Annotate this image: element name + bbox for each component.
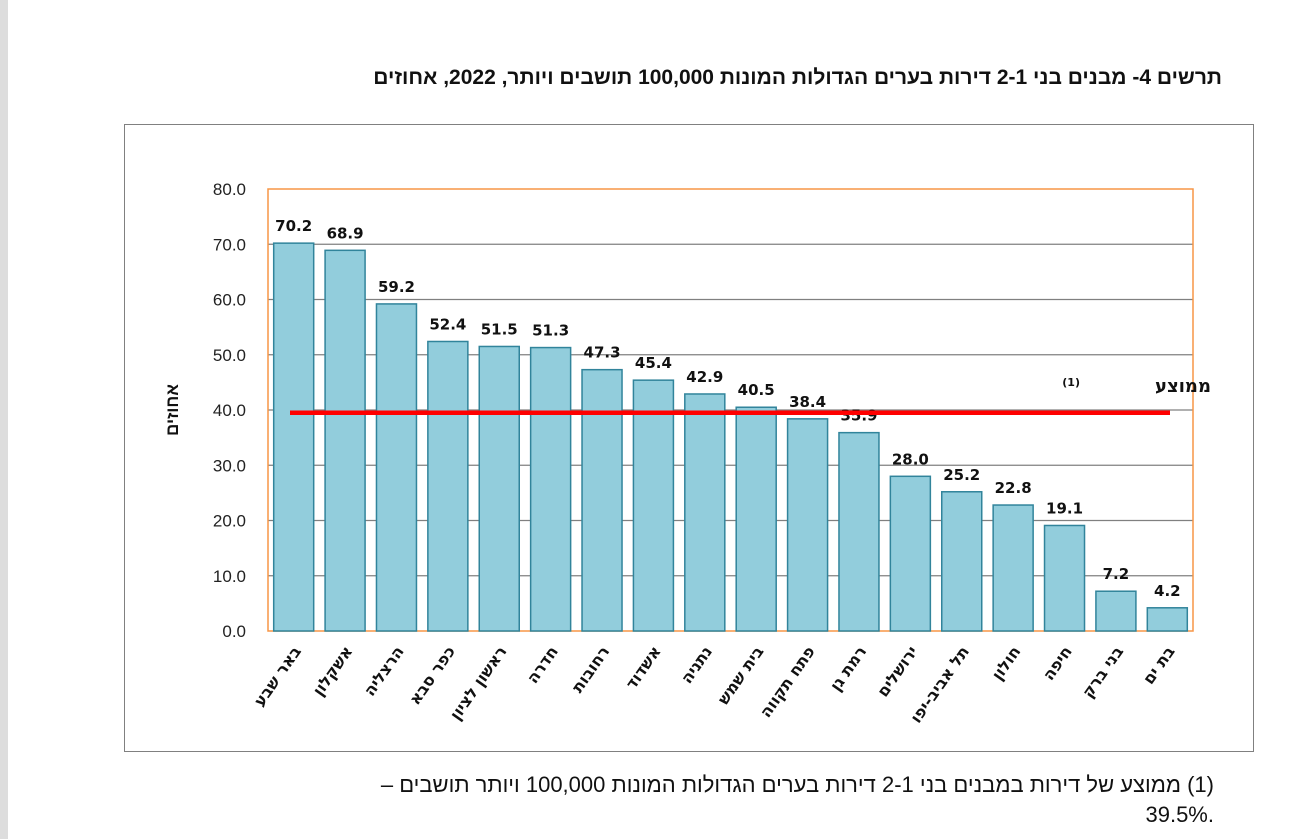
y-tick-label: 50.0 [213, 346, 246, 365]
x-tick-label: נתניה [677, 642, 716, 687]
data-label: 59.2 [378, 278, 415, 296]
y-tick-label: 60.0 [213, 291, 246, 310]
x-tick-label: חולון [988, 642, 1025, 683]
footnote-line-2: .39.5% [1145, 802, 1214, 827]
x-tick-label: בית שמש [714, 642, 768, 708]
data-label: 19.1 [1046, 499, 1083, 517]
x-tick-label: ירושלים [873, 642, 922, 700]
x-tick-label: רחובות [568, 642, 614, 696]
bar [735, 406, 777, 632]
data-label: 52.4 [429, 315, 466, 333]
bar [1146, 607, 1189, 632]
y-tick-label: 10.0 [213, 567, 246, 586]
bar [786, 418, 829, 632]
x-tick-label: חיפה [1039, 642, 1076, 683]
bar [529, 346, 572, 632]
x-tick-label: בני ברק [1078, 642, 1127, 701]
y-tick-label: 70.0 [213, 235, 246, 254]
y-tick-label: 0.0 [222, 622, 246, 641]
average-label: ממוצע [1155, 376, 1211, 397]
bar [375, 303, 418, 632]
bar [1095, 590, 1137, 632]
bar [478, 345, 520, 632]
y-tick-label: 20.0 [213, 512, 246, 531]
data-label: 47.3 [584, 344, 621, 362]
chart-title: תרשים 4- מבנים בני 2-1 דירות בערים הגדול… [373, 66, 1222, 89]
x-tick-label: כפר סבא [405, 642, 459, 708]
x-tick-label: אשדוד [622, 642, 665, 692]
y-tick-label: 40.0 [213, 401, 246, 420]
data-label: 4.2 [1154, 582, 1181, 600]
data-label: 70.2 [275, 217, 312, 235]
data-label: 45.4 [635, 354, 672, 372]
bar [581, 368, 623, 632]
x-tick-label: רמת גן [826, 642, 870, 694]
plot-area [267, 188, 1194, 632]
bar [992, 504, 1034, 632]
data-label: 22.8 [995, 479, 1032, 497]
x-tick-label: הרצליה [360, 642, 408, 699]
chart-frame [124, 124, 1254, 752]
footnote: (1) ממוצע של דירות במבנים בני 2-1 דירות … [214, 770, 1214, 830]
bar [272, 242, 315, 632]
bar [838, 431, 880, 632]
x-tick-label: אשקלון [309, 642, 357, 699]
data-label: 68.9 [327, 224, 364, 242]
y-tick-label: 80.0 [213, 180, 246, 199]
x-tick-label: בת ים [1139, 642, 1179, 688]
y-axis-label: אחוזים [163, 384, 182, 436]
y-tick-label: 30.0 [213, 456, 246, 475]
bar [427, 340, 469, 632]
data-label: 28.0 [892, 450, 929, 468]
data-label: 42.9 [686, 368, 723, 386]
data-label: 51.5 [481, 320, 518, 338]
bar [632, 379, 675, 632]
page-edge-left [0, 0, 8, 839]
data-label: 25.2 [943, 466, 980, 484]
bar [684, 393, 726, 632]
x-tick-label: חדרה [523, 642, 562, 687]
data-label: 38.4 [789, 393, 826, 411]
data-label: 7.2 [1103, 565, 1130, 583]
average-note-marker: (1) [1062, 376, 1080, 389]
x-tick-label: באר שבע [250, 642, 305, 710]
bar [324, 249, 366, 632]
data-label: 40.5 [738, 381, 775, 399]
bar [889, 475, 932, 632]
bar [941, 491, 983, 632]
footnote-line-1: (1) ממוצע של דירות במבנים בני 2-1 דירות … [380, 772, 1214, 797]
data-label: 51.3 [532, 322, 569, 340]
bar [1043, 524, 1086, 632]
data-label: 35.9 [840, 407, 877, 425]
